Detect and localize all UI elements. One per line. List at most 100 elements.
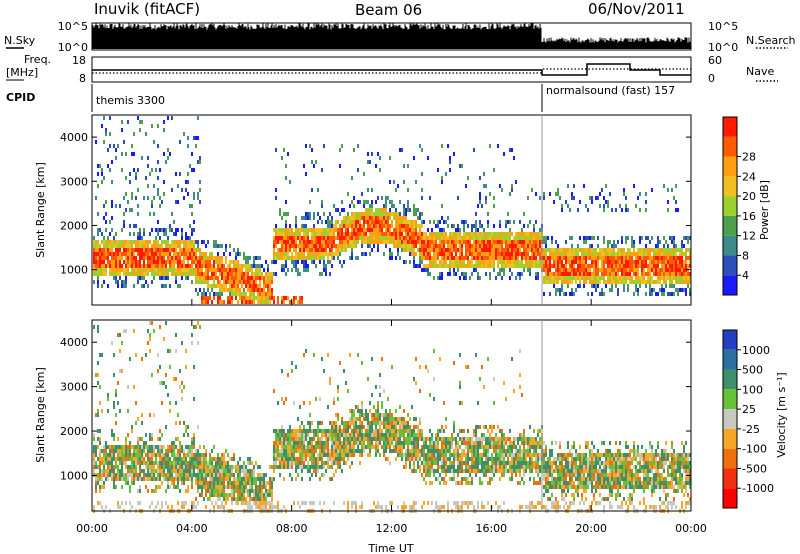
heatmap-cell — [471, 224, 473, 228]
heatmap-cell — [223, 477, 225, 481]
heatmap-cell — [459, 228, 461, 232]
heatmap-cell — [311, 240, 313, 244]
heatmap-cell — [437, 224, 439, 228]
heatmap-cell — [343, 260, 345, 264]
heatmap-cell — [183, 433, 185, 437]
heatmap-cell — [163, 128, 165, 132]
heatmap-cell — [535, 244, 537, 248]
heatmap-cell — [157, 453, 159, 457]
heatmap-cell — [653, 252, 655, 256]
heatmap-cell — [123, 212, 125, 216]
heatmap-cell — [399, 256, 401, 260]
heatmap-cell — [549, 248, 551, 252]
heatmap-cell — [133, 473, 135, 477]
heatmap-cell — [493, 204, 495, 208]
heatmap-cell — [225, 272, 227, 276]
heatmap-cell — [349, 232, 351, 236]
heatmap-cell — [351, 256, 353, 260]
heatmap-cell — [611, 260, 613, 264]
heatmap-cell — [155, 168, 157, 172]
heatmap-cell — [669, 252, 671, 256]
heatmap-cell — [103, 256, 105, 260]
heatmap-cell — [193, 325, 195, 329]
heatmap-cell — [385, 228, 387, 232]
heatmap-cell — [283, 268, 285, 272]
heatmap-cell — [205, 296, 207, 300]
heatmap-cell — [281, 268, 283, 272]
heatmap-cell — [531, 188, 533, 192]
heatmap-cell — [527, 260, 529, 264]
heatmap-cell — [627, 208, 629, 212]
heatmap-cell — [227, 268, 229, 272]
heatmap-cell — [671, 236, 673, 240]
heatmap-cell — [689, 272, 691, 276]
heatmap-cell — [475, 224, 477, 228]
heatmap-cell — [125, 280, 127, 284]
heatmap-cell — [451, 252, 453, 256]
heatmap-cell — [333, 252, 335, 256]
heatmap-cell — [295, 228, 297, 232]
heatmap-cell — [189, 236, 191, 240]
heatmap-cell — [229, 300, 231, 304]
heatmap-cell — [423, 256, 425, 260]
heatmap-cell — [555, 276, 557, 280]
heatmap-cell — [165, 248, 167, 252]
heatmap-cell — [437, 264, 439, 268]
heatmap-cell — [143, 469, 145, 473]
heatmap-cell — [105, 268, 107, 272]
heatmap-cell — [519, 240, 521, 244]
heatmap-cell — [295, 240, 297, 244]
heatmap-cell — [411, 248, 413, 252]
heatmap-cell — [159, 429, 161, 433]
heatmap-cell — [331, 264, 333, 268]
heatmap-cell — [505, 264, 507, 268]
heatmap-cell — [639, 240, 641, 244]
heatmap-cell — [359, 200, 361, 204]
heatmap-cell — [181, 232, 183, 236]
heatmap-cell — [467, 252, 469, 256]
heatmap-cell — [305, 224, 307, 228]
heatmap-cell — [95, 413, 97, 417]
heatmap-cell — [309, 252, 311, 256]
heatmap-cell — [507, 252, 509, 256]
heatmap-cell — [665, 240, 667, 244]
heatmap-cell — [131, 481, 133, 485]
heatmap-cell — [641, 264, 643, 268]
heatmap-cell — [553, 252, 555, 256]
heatmap-cell — [553, 280, 555, 284]
heatmap-cell — [607, 204, 609, 208]
heatmap-cell — [631, 264, 633, 268]
heatmap-cell — [203, 477, 205, 481]
heatmap-cell — [159, 244, 161, 248]
heatmap-cell — [445, 256, 447, 260]
heatmap-cell — [501, 252, 503, 256]
heatmap-cell — [155, 505, 157, 509]
heatmap-cell — [217, 260, 219, 264]
heatmap-cell — [111, 216, 113, 220]
heatmap-cell — [137, 188, 139, 192]
heatmap-cell — [507, 264, 509, 268]
heatmap-cell — [259, 272, 261, 276]
heatmap-cell — [423, 244, 425, 248]
heatmap-cell — [561, 268, 563, 272]
heatmap-cell — [485, 260, 487, 264]
heatmap-cell — [459, 164, 461, 168]
heatmap-cell — [129, 441, 131, 445]
heatmap-cell — [221, 501, 223, 505]
heatmap-cell — [391, 232, 393, 236]
heatmap-cell — [163, 256, 165, 260]
heatmap-cell — [573, 252, 575, 256]
heatmap-cell — [115, 260, 117, 264]
heatmap-cell — [397, 240, 399, 244]
heatmap-cell — [211, 300, 213, 304]
heatmap-cell — [115, 393, 117, 397]
heatmap-cell — [441, 236, 443, 240]
heatmap-cell — [197, 453, 199, 457]
heatmap-cell — [405, 220, 407, 224]
heatmap-cell — [119, 453, 121, 457]
heatmap-cell — [131, 264, 133, 268]
heatmap-cell — [311, 248, 313, 252]
freq-tick-high: 18 — [72, 54, 86, 67]
heatmap-cell — [623, 248, 625, 252]
heatmap-cell — [647, 236, 649, 240]
